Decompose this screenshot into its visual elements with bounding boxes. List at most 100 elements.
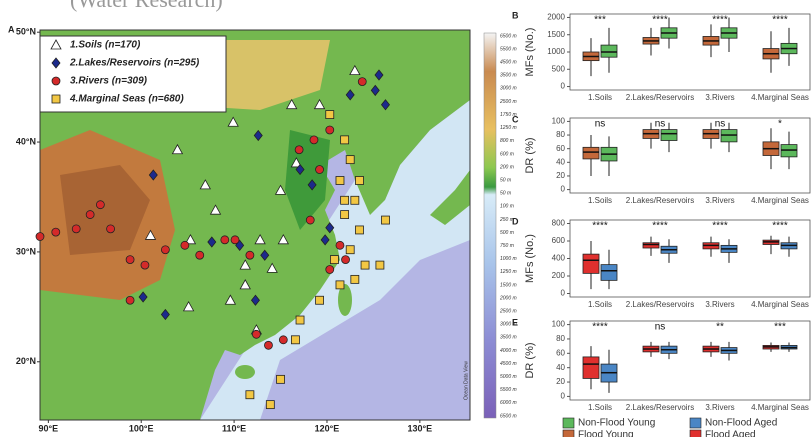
colorbar-label: 50 m: [500, 191, 511, 197]
y-tick-label: 0: [561, 289, 566, 298]
significance: ****: [772, 15, 788, 26]
map-point: [246, 251, 254, 259]
map-point: [358, 78, 366, 86]
legend-marker: [52, 77, 60, 85]
panel-label: A: [8, 24, 15, 34]
colorbar-label: 3000 m: [500, 86, 517, 92]
x-tick-label: 3.Rivers: [705, 300, 734, 309]
map-point: [291, 336, 299, 344]
map-point: [279, 336, 287, 344]
colorbar-label: 6000 m: [500, 400, 517, 406]
colorbar-label: 3500 m: [500, 335, 517, 341]
y-tick-label: 800: [552, 219, 566, 228]
y-tick-label: 200: [552, 271, 566, 280]
y-axis-title: DR (%): [524, 342, 536, 378]
legend-swatch: [690, 430, 701, 437]
colorbar-label: 4500 m: [500, 361, 517, 367]
y-tick-label: 40: [556, 157, 565, 166]
legend-swatch: [563, 418, 574, 428]
map-point: [86, 211, 94, 219]
legend-label: Flood Young: [578, 430, 634, 437]
map-point: [161, 246, 169, 254]
x-tick-label: 1.Soils: [588, 403, 612, 412]
box: [583, 147, 599, 159]
y-tick-label: 0: [561, 185, 566, 194]
legend-swatch: [690, 418, 701, 428]
map-point: [181, 241, 189, 249]
colorbar-label: 1250 m: [500, 125, 517, 131]
x-tick-label: 100°E: [129, 423, 154, 433]
legend-label: Non-Flood Aged: [705, 418, 777, 429]
x-tick-label: 3.Rivers: [705, 196, 734, 205]
y-tick-label: 40: [556, 363, 565, 372]
map-point: [326, 265, 334, 273]
y-tick-label: 40°N: [16, 136, 36, 146]
y-axis-title: DR (%): [524, 137, 536, 173]
y-tick-label: 500: [552, 64, 566, 73]
colorbar-label: 600 m: [500, 151, 514, 157]
x-tick-label: 2.Lakes/Reservoirs: [626, 300, 694, 309]
map-point: [351, 275, 359, 283]
map-point: [346, 156, 354, 164]
map-point: [341, 211, 349, 219]
y-axis-title: MFs (No.): [524, 28, 536, 77]
map-point: [306, 216, 314, 224]
panel-label: C: [512, 114, 519, 124]
significance: ns: [655, 119, 666, 130]
y-axis-title: MFs (No.): [524, 234, 536, 283]
y-tick-label: 80: [556, 334, 565, 343]
x-tick-label: 4.Marginal Seas: [751, 93, 809, 102]
legend-label: 3.Rivers (n=309): [70, 76, 148, 87]
plot-frame: [570, 321, 810, 400]
x-tick-label: 4.Marginal Seas: [751, 300, 809, 309]
map-point: [52, 228, 60, 236]
significance: ***: [594, 15, 606, 26]
map-point: [266, 401, 274, 409]
map-point: [231, 236, 239, 244]
map-point: [264, 341, 272, 349]
map-point: [141, 261, 149, 269]
significance: ****: [712, 221, 728, 232]
colorbar-label: 5500 m: [500, 387, 517, 393]
significance: ns: [655, 322, 666, 333]
colorbar-label: 800 m: [500, 138, 514, 144]
y-tick-label: 80: [556, 130, 565, 139]
colorbar-label: 6500 m: [500, 33, 517, 39]
y-tick-label: 100: [552, 117, 566, 126]
map-point: [341, 136, 349, 144]
colorbar-label: 5000 m: [500, 374, 517, 380]
map-point: [196, 251, 204, 259]
map-point: [376, 261, 384, 269]
colorbar-label: 5500 m: [500, 46, 517, 52]
map-point: [221, 236, 229, 244]
x-tick-label: 2.Lakes/Reservoirs: [626, 196, 694, 205]
map-point: [246, 391, 254, 399]
colorbar-label: 200 m: [499, 164, 514, 170]
significance: ****: [772, 221, 788, 232]
map-point: [341, 196, 349, 204]
map-point: [310, 136, 318, 144]
map-point: [336, 281, 344, 289]
colorbar-label: 50 m: [500, 177, 511, 183]
map-point: [316, 296, 324, 304]
colorbar-label: 1500 m: [500, 282, 517, 288]
box: [643, 243, 659, 248]
map-point: [330, 256, 338, 264]
colorbar-label: 2500 m: [499, 99, 517, 105]
colorbar-label: 500 m: [500, 230, 514, 236]
y-tick-label: 400: [552, 254, 566, 263]
colorbar-label: 4000 m: [500, 348, 517, 354]
y-tick-label: 20°N: [16, 356, 36, 366]
legend-label: 4.Marginal Seas (n=680): [69, 94, 184, 105]
panel-label: B: [512, 10, 519, 20]
x-tick-label: 1.Soils: [588, 300, 612, 309]
x-tick-label: 2.Lakes/Reservoirs: [626, 403, 694, 412]
x-tick-label: 2.Lakes/Reservoirs: [626, 93, 694, 102]
map-point: [326, 111, 334, 119]
significance: ***: [774, 322, 786, 333]
significance: ****: [592, 322, 608, 333]
map-point: [107, 225, 115, 233]
box: [601, 265, 617, 281]
map-point: [126, 296, 134, 304]
legend-marker: [52, 95, 60, 103]
